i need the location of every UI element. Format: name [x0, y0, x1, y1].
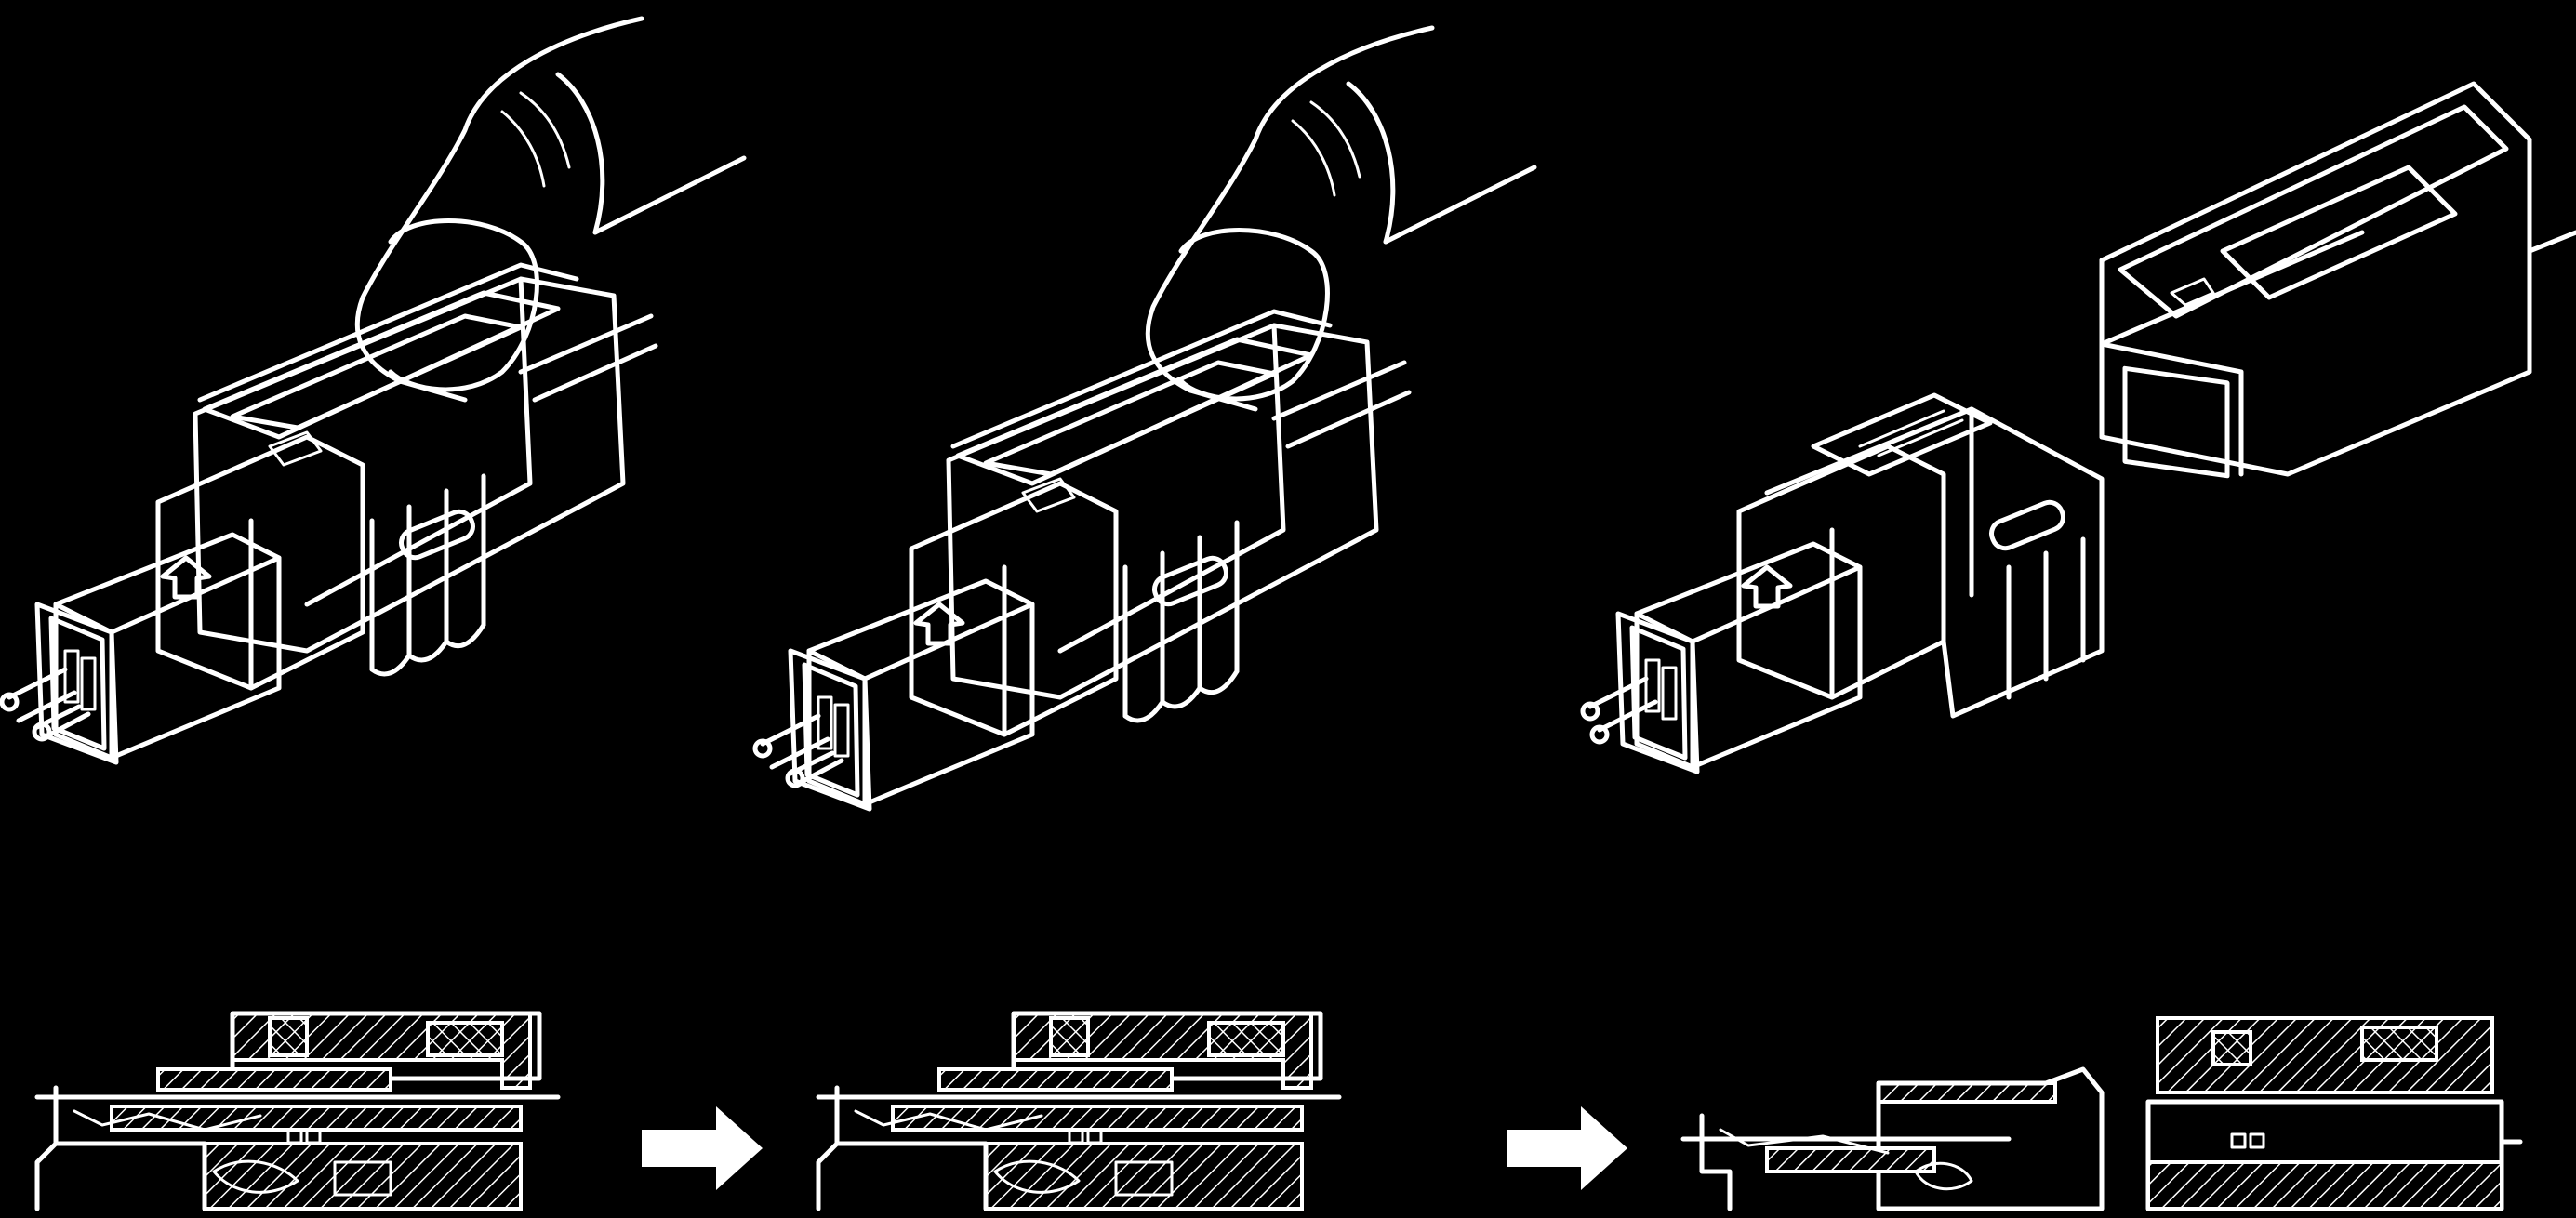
step-3-illustration [1580, 81, 2576, 774]
arrow-2-to-3 [1507, 1106, 1627, 1190]
step-1-illustration [2, 19, 744, 762]
section-step-1 [37, 1013, 558, 1209]
section-step-3 [1680, 1016, 2523, 1211]
arrow-1-to-2 [642, 1106, 763, 1190]
section-step-2 [818, 1013, 1339, 1209]
step-2-illustration [755, 28, 1534, 809]
